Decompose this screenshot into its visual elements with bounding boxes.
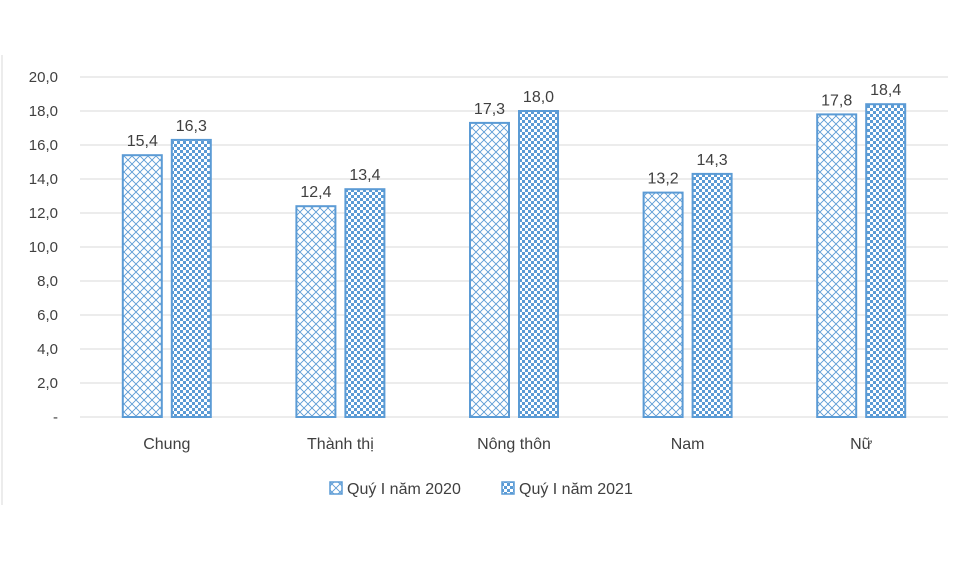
data-label: 16,3 (176, 118, 207, 135)
gridlines (80, 76, 948, 418)
y-tick-label: 2,0 (37, 375, 58, 392)
y-tick-label: 12,0 (29, 205, 58, 222)
y-tick-label: 20,0 (29, 69, 58, 86)
data-label: 18,0 (523, 89, 554, 106)
bar (691, 172, 733, 418)
x-category-label: Nam (671, 436, 705, 453)
bar (170, 138, 212, 418)
data-label: 15,4 (127, 133, 158, 150)
data-labels: 15,4 16,3 12,4 13,4 17,3 18,0 13,2 14,3 17,8 18,4 (127, 82, 902, 201)
legend-swatch (501, 481, 515, 495)
legend-swatch (329, 481, 343, 495)
bar (816, 113, 858, 419)
y-tick-label: 14,0 (29, 171, 58, 188)
x-axis-categories: Chung Thành thị Nông thôn Nam Nữ (143, 436, 872, 453)
y-tick-label: 10,0 (29, 239, 58, 256)
data-label: 14,3 (697, 152, 728, 169)
bar (344, 188, 386, 418)
bar (121, 154, 163, 418)
x-category-label: Chung (143, 436, 190, 453)
bar (865, 103, 907, 418)
y-tick-label: - (53, 409, 58, 426)
y-tick-label: 8,0 (37, 273, 58, 290)
legend-label: Quý I năm 2021 (519, 481, 633, 498)
y-tick-label: 16,0 (29, 137, 58, 154)
y-tick-label: 18,0 (29, 103, 58, 120)
bar (469, 121, 510, 419)
data-label: 13,2 (648, 171, 679, 188)
data-label: 13,4 (349, 167, 380, 184)
legend-label: Quý I năm 2020 (347, 481, 461, 498)
bar (518, 110, 559, 418)
x-category-label: Nữ (850, 436, 873, 453)
y-tick-label: 4,0 (37, 341, 58, 358)
data-label: 18,4 (870, 82, 901, 99)
data-label: 17,3 (474, 101, 505, 118)
legend: Quý I năm 2020 Quý I năm 2021 (329, 481, 633, 498)
bar (642, 191, 684, 418)
data-label: 12,4 (300, 184, 331, 201)
y-axis-ticks: - 2,0 4,0 6,0 8,0 10,0 12,0 14,0 16,0 18,0 20,0 (29, 69, 58, 426)
y-tick-label: 6,0 (37, 307, 58, 324)
x-category-label: Thành thị (307, 436, 374, 453)
bar (295, 205, 337, 418)
data-label: 17,8 (821, 92, 852, 109)
x-category-label: Nông thôn (477, 436, 551, 453)
bars (121, 103, 907, 419)
